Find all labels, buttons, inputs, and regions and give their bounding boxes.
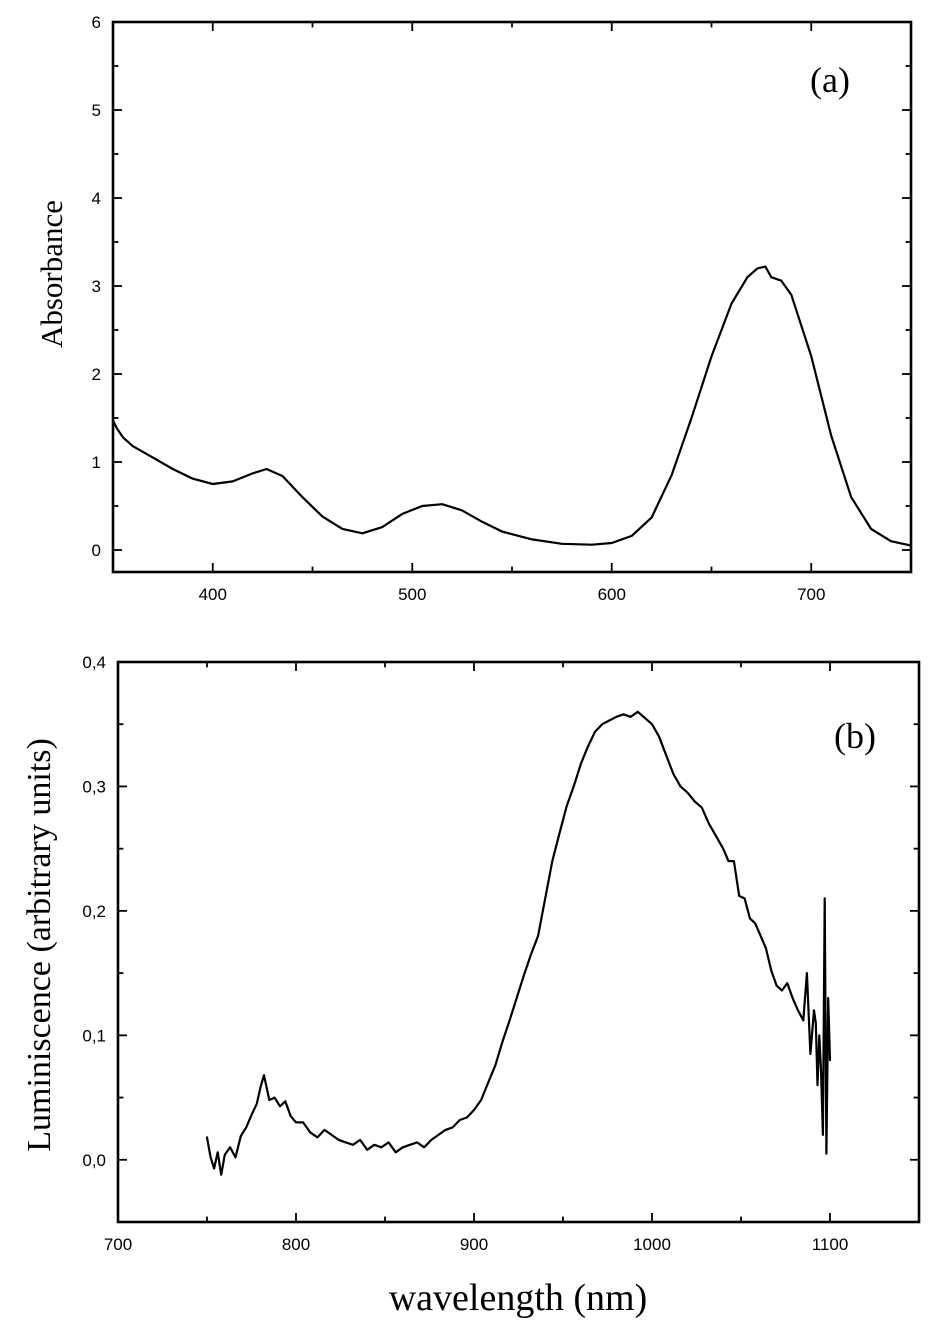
- panel-b-ticks: [117, 661, 920, 1222]
- panel-b-y-tick-label: 0,2: [82, 902, 106, 921]
- panel-a-x-tick-label: 400: [199, 585, 227, 604]
- panel-b-x-tick-label: 700: [104, 1235, 132, 1254]
- panel-b-x-tick-label: 900: [460, 1235, 488, 1254]
- panel-a-y-tick-label: 3: [92, 277, 101, 296]
- panel-b-luminescence: 700 800 900 1000 1100 0,0 0,1 0,2 0,3 0,4 (b) Lum…: [21, 653, 921, 1319]
- panel-a-y-tick-label: 4: [92, 189, 101, 208]
- panel-b-luminescence-curve: [205, 710, 832, 1176]
- panel-a-absorbance: 400 500 600 700 0 1 2 3 4 5 6 (a) Absorbance: [34, 13, 913, 604]
- panel-b-plot-frame: [116, 660, 921, 1224]
- panel-a-y-tick-label: 2: [92, 365, 101, 384]
- panel-b-x-tick-label: 1100: [812, 1235, 849, 1254]
- panel-b-y-axis-label: Luminiscence (arbitrary units): [21, 738, 58, 1152]
- panel-a-y-tick-label: 5: [92, 101, 101, 120]
- panel-a-y-axis-label: Absorbance: [34, 200, 69, 348]
- panel-b-y-tick-label: 0,3: [82, 777, 106, 796]
- panel-a-x-tick-label: 600: [598, 585, 626, 604]
- panel-a-absorbance-curve: [111, 265, 913, 547]
- panel-a-y-tick-label: 0: [92, 541, 101, 560]
- panel-a-y-tick-label: 1: [92, 453, 101, 472]
- panel-a-x-tick-label: 500: [398, 585, 426, 604]
- panel-a-x-tick-label: 700: [797, 585, 825, 604]
- panel-a-y-tick-label: 6: [92, 13, 101, 32]
- panel-b-tick-labels: 700 800 900 1000 1100 0,0 0,1 0,2 0,3 0,4: [82, 653, 848, 1254]
- panel-a-label: (a): [810, 60, 850, 100]
- panel-b-y-tick-label: 0,1: [82, 1026, 106, 1045]
- panel-b-y-tick-label: 0,0: [82, 1151, 106, 1170]
- panel-b-label: (b): [834, 716, 876, 756]
- panel-a-ticks: [112, 21, 912, 572]
- panel-b-y-tick-label: 0,4: [82, 653, 106, 672]
- panel-b-x-tick-label: 1000: [633, 1235, 671, 1254]
- panel-a-tick-labels: 400 500 600 700 0 1 2 3 4 5 6: [92, 13, 826, 604]
- panel-b-x-axis-label: wavelength (nm): [389, 1277, 648, 1319]
- panel-b-x-tick-label: 800: [282, 1235, 310, 1254]
